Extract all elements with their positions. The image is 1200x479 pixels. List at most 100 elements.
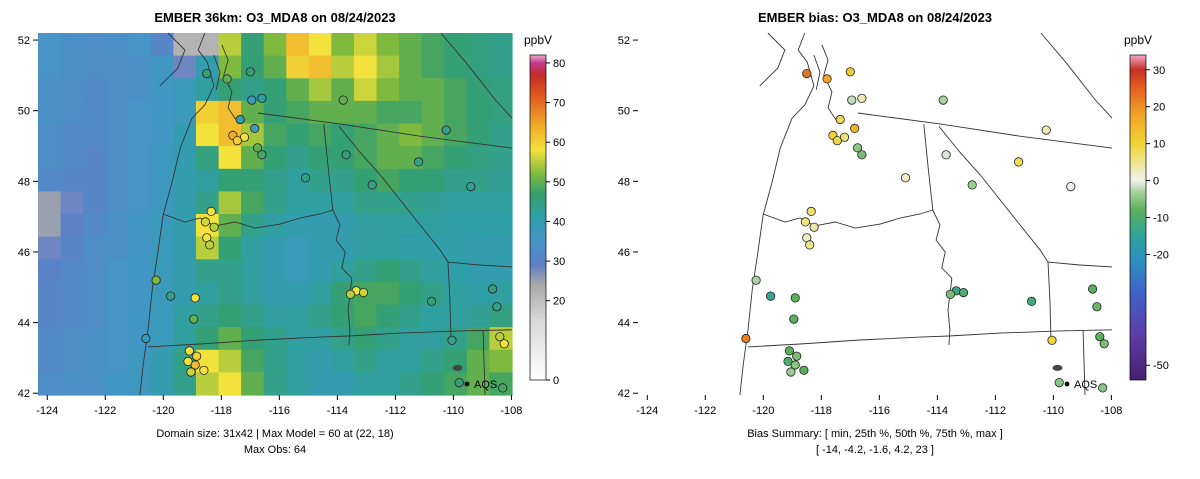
raster-cell xyxy=(218,214,242,238)
obs-marker xyxy=(183,356,193,366)
raster-cell xyxy=(444,304,468,328)
bias-marker xyxy=(839,132,850,142)
x-tick-label: -120 xyxy=(152,405,174,417)
raster-cell xyxy=(308,327,333,351)
colorbar-gradient xyxy=(1129,54,1147,381)
border-line xyxy=(159,32,186,87)
colorbar-tick-label: -20 xyxy=(1153,249,1169,261)
raster-cell xyxy=(308,78,333,102)
raster-cell xyxy=(308,146,333,170)
obs-marker xyxy=(499,339,509,349)
raster-cell xyxy=(241,168,265,192)
raster-cell xyxy=(173,236,197,260)
raster-cell xyxy=(128,372,152,396)
raster-cell xyxy=(308,281,333,306)
obs-marker xyxy=(209,222,219,232)
raster-cell xyxy=(196,168,220,192)
raster-cell xyxy=(218,78,242,102)
raster-cell xyxy=(218,191,242,215)
raster-cell xyxy=(83,33,107,57)
raster-cell xyxy=(286,349,310,373)
bias-marker xyxy=(938,95,948,105)
bias-map: -124 -122 -120 -118 -116 -114 -112 -110 -108 42 44… xyxy=(618,32,1169,417)
bias-marker xyxy=(835,114,845,125)
obs-marker xyxy=(498,383,508,393)
obs-marker xyxy=(454,377,464,388)
raster-cell xyxy=(399,168,423,192)
border-line xyxy=(1040,32,1113,119)
colorbar-unit-label: ppbV xyxy=(1124,33,1152,47)
colorbar-tick-label: 60 xyxy=(553,137,565,149)
colorbar: -50 -20 -10 0 10 20 30 ppbV xyxy=(1124,33,1169,381)
raster-cell xyxy=(150,168,175,192)
raster-cell xyxy=(105,146,129,170)
raster-cell xyxy=(241,100,265,125)
raster-cell xyxy=(241,33,265,57)
y-tick-label: 48 xyxy=(18,176,30,188)
model-caption-line2: Max Obs: 64 xyxy=(243,444,307,456)
colorbar-unit-label: ppbV xyxy=(524,33,552,47)
raster-cell xyxy=(83,100,107,125)
raster-cell xyxy=(466,191,491,215)
raster-cell xyxy=(38,78,62,102)
raster-cell xyxy=(286,191,310,215)
raster-cell xyxy=(60,236,84,260)
raster-cell xyxy=(466,327,491,351)
bias-marker xyxy=(741,333,751,344)
colorbar-tick-label: 10 xyxy=(1153,139,1165,151)
raster-grid xyxy=(38,33,513,396)
raster-cell xyxy=(399,236,423,260)
raster-cell xyxy=(286,304,310,328)
obs-marker xyxy=(247,95,257,105)
raster-cell xyxy=(196,259,220,283)
raster-cell xyxy=(444,236,468,260)
raster-cell xyxy=(489,236,513,260)
raster-cell xyxy=(421,55,445,79)
x-tick-label: -118 xyxy=(211,405,232,417)
raster-cell xyxy=(241,327,265,351)
raster-cell xyxy=(466,349,491,373)
border-line xyxy=(139,32,215,396)
raster-cell xyxy=(331,372,355,396)
raster-cell xyxy=(421,372,445,396)
raster-cell xyxy=(105,191,129,215)
raster-cell xyxy=(218,372,242,396)
raster-cell xyxy=(83,349,107,373)
bias-marker xyxy=(945,289,955,299)
bias-marker xyxy=(800,217,810,227)
raster-cell xyxy=(83,55,107,79)
raster-cell xyxy=(38,191,62,215)
obs-marker xyxy=(186,367,196,377)
raster-cell xyxy=(60,100,84,125)
raster-cell xyxy=(466,236,491,260)
raster-cell xyxy=(173,327,197,351)
bias-marker xyxy=(1066,182,1076,192)
raster-cell xyxy=(466,100,491,125)
raster-cell xyxy=(331,78,355,102)
raster-cell xyxy=(286,78,310,102)
raster-cell xyxy=(105,304,129,328)
raster-cell xyxy=(128,78,152,102)
raster-cell xyxy=(263,191,287,215)
model-caption-line1: Domain size: 31x42 | Max Model = 60 at (… xyxy=(156,428,394,440)
map-outlines xyxy=(739,32,1113,396)
raster-cell xyxy=(489,259,513,283)
obs-marker xyxy=(300,173,311,183)
bias-marker xyxy=(958,287,969,298)
raster-cell xyxy=(308,100,333,125)
raster-cell xyxy=(150,123,175,147)
bias-marker xyxy=(790,293,800,303)
bias-marker xyxy=(1092,302,1102,312)
raster-cell xyxy=(308,214,333,238)
raster-cell xyxy=(60,123,84,147)
aqs-legend-dot xyxy=(1064,381,1070,387)
raster-cell xyxy=(421,236,445,260)
raster-cell xyxy=(196,327,220,351)
raster-cell xyxy=(308,304,333,328)
raster-cell xyxy=(83,236,107,260)
border-line xyxy=(739,32,815,396)
raster-cell xyxy=(60,78,84,102)
raster-cell xyxy=(38,259,62,283)
raster-cell xyxy=(286,100,310,125)
raster-cell xyxy=(489,191,513,215)
